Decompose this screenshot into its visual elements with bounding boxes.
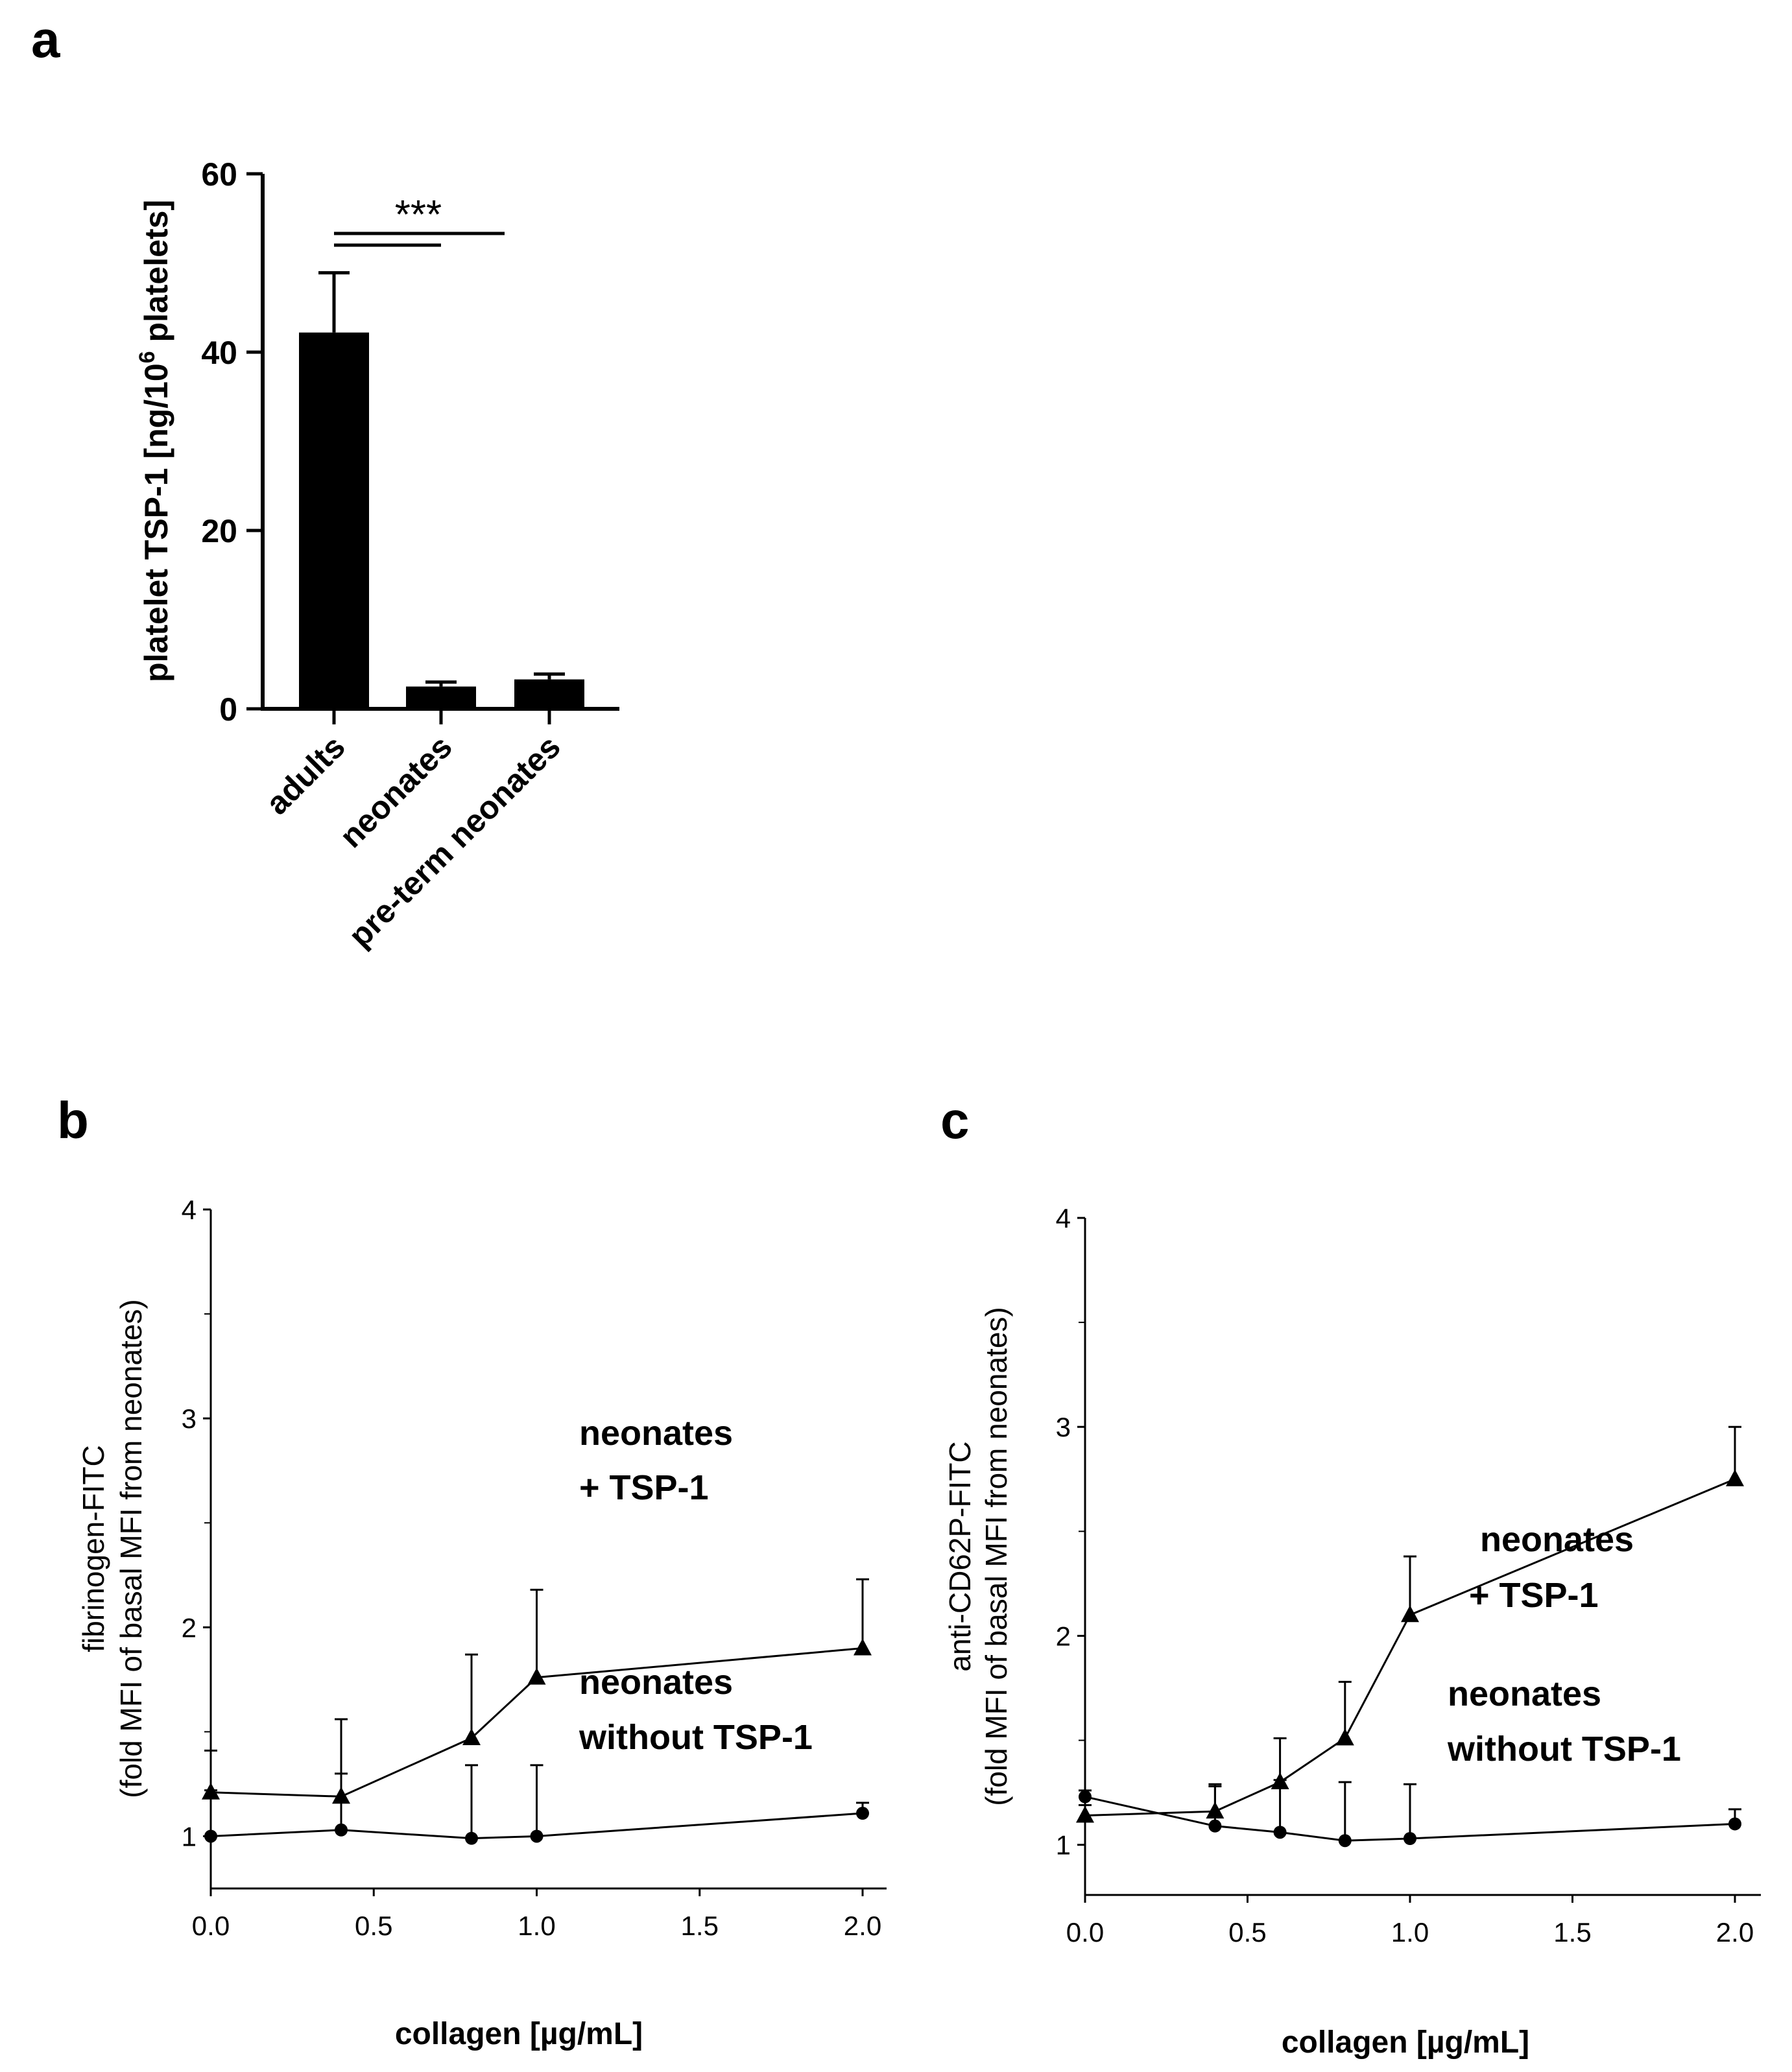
panel-b-x-tick-label-1: 0.0 [192,1911,230,1941]
panel-b-y-tick-label-3: 3 [182,1403,197,1434]
panel-b-x-tick-label-3: 1.0 [518,1911,555,1941]
panel-c-no-tsp-point-3 [1273,1826,1287,1839]
panel-a-y-axis-label: platelet TSP-1 [ng/106 platelets] [135,200,174,682]
panel-b-plot [202,1578,872,1845]
panel-c-tsp-line [1084,1478,1736,1817]
panel-c-y-tick-label-1: 1 [1056,1830,1071,1861]
panel-c-label: c [940,1091,970,1149]
panel-b-y-tick-label-4: 4 [182,1195,197,1225]
panel-c-tsp-point-5 [1401,1605,1419,1623]
panel-b-no-tsp-point-3 [465,1831,478,1845]
panel-c-label-notsp-line1: neonates [1448,1674,1601,1713]
x-tick-label-3: pre-term neonates [342,728,567,954]
panel-c-x-tick-label-3: 1.0 [1391,1917,1429,1947]
panel-a-y-label-main: platelet TSP-1 [ng/10 [138,363,174,682]
panel-b-y-axis-label-line1: fibrinogen-FITC [77,1445,110,1652]
panel-b-x-tick-label-5: 2.0 [844,1911,881,1941]
panel-c-x-tick-label-4: 1.5 [1553,1917,1591,1947]
panel-b-y-ticks: 1 2 3 4 [182,1195,211,1852]
y-tick-label-1: 0 [219,691,237,728]
panel-c-y-axis-label-line1: anti-CD62P-FITC [943,1441,977,1671]
panel-b-label-notsp-line2: without TSP-1 [579,1718,813,1757]
panel-c-no-tsp-point-2 [1208,1819,1222,1833]
panel-c-no-tsp-point-4 [1338,1834,1352,1848]
panel-c-y-ticks: 1 2 3 4 [1056,1203,1085,1861]
panel-c-y-tick-label-4: 4 [1056,1203,1071,1233]
panel-b-tsp-point-3 [462,1728,481,1746]
panel-c-plot [1076,1425,1744,1848]
panel-b-x-tick-label-4: 1.5 [681,1911,719,1941]
panel-c-no-tsp-point-5 [1404,1832,1416,1845]
panel-b-no-tsp-point-4 [530,1829,544,1843]
panel-c-no-tsp-point-6 [1728,1817,1741,1831]
panel-b-no-tsp-point-2 [335,1823,348,1837]
panel-a-label: a [31,10,60,68]
panel-c-label-tsp-line1: neonates [1480,1520,1634,1559]
panel-b-label-tsp-line1: neonates [579,1414,733,1453]
panel-c-label-notsp-line2: without TSP-1 [1447,1730,1681,1768]
panel-c-tsp-point-6 [1726,1469,1744,1486]
panel-c-label-tsp-line2: + TSP-1 [1469,1576,1599,1615]
panel-b-no-tsp-point-5 [856,1807,869,1820]
bar-3 [514,679,584,709]
panel-c-x-ticks: 0.0 0.5 1.0 1.5 2.0 [1066,1895,1754,1947]
panel-b-label-tsp-line2: + TSP-1 [579,1468,709,1507]
panel-b-x-ticks: 0.0 0.5 1.0 1.5 2.0 [192,1888,881,1941]
panel-b-y-axis-label-line2: (fold MFI of basal MFI from neonates) [114,1299,148,1798]
panel-b-x-axis-label: collagen [µg/mL] [395,2017,643,2051]
x-tick-label-1: adults [259,728,352,822]
panel-c-x-tick-label-1: 0.0 [1066,1917,1104,1947]
y-tick-label-4: 60 [201,156,237,193]
panel-a-bars [299,332,584,709]
panel-b-label-notsp-line1: neonates [579,1663,733,1702]
panel-b-x-tick-label-2: 0.5 [355,1911,392,1941]
panel-c-y-tick-label-2: 2 [1056,1621,1071,1651]
panel-a-y-ticks: 0 20 40 60 [201,156,263,728]
panel-c-no-tsp-line [1084,1796,1736,1842]
panel-c-tsp-point-4 [1335,1728,1354,1746]
y-tick-label-2: 20 [201,513,237,549]
y-tick-label-3: 40 [201,335,237,371]
panel-b-tsp-point-4 [527,1667,546,1685]
panel-c-y-axis-label-line2: (fold MFI of basal MFI from neonates) [979,1307,1013,1806]
panel-c-x-tick-label-2: 0.5 [1228,1917,1266,1947]
panel-b-tsp-point-5 [854,1638,872,1656]
bar-2 [406,686,476,709]
panel-a-y-label-unit: platelets] [138,200,174,351]
significance-stars: *** [395,193,442,237]
panel-b-y-tick-label-2: 2 [182,1612,197,1643]
panel-c-y-tick-label-3: 3 [1056,1412,1071,1442]
panel-a-y-label-superscript: 6 [135,351,160,363]
panel-b-label: b [57,1091,89,1149]
panel-c-x-axis-label: collagen [µg/mL] [1282,2025,1529,2060]
panel-b-y-tick-label-1: 1 [182,1821,197,1852]
bar-1 [299,332,369,709]
panel-c-x-tick-label-5: 2.0 [1716,1917,1754,1947]
panel-a-error-bars [318,271,565,687]
